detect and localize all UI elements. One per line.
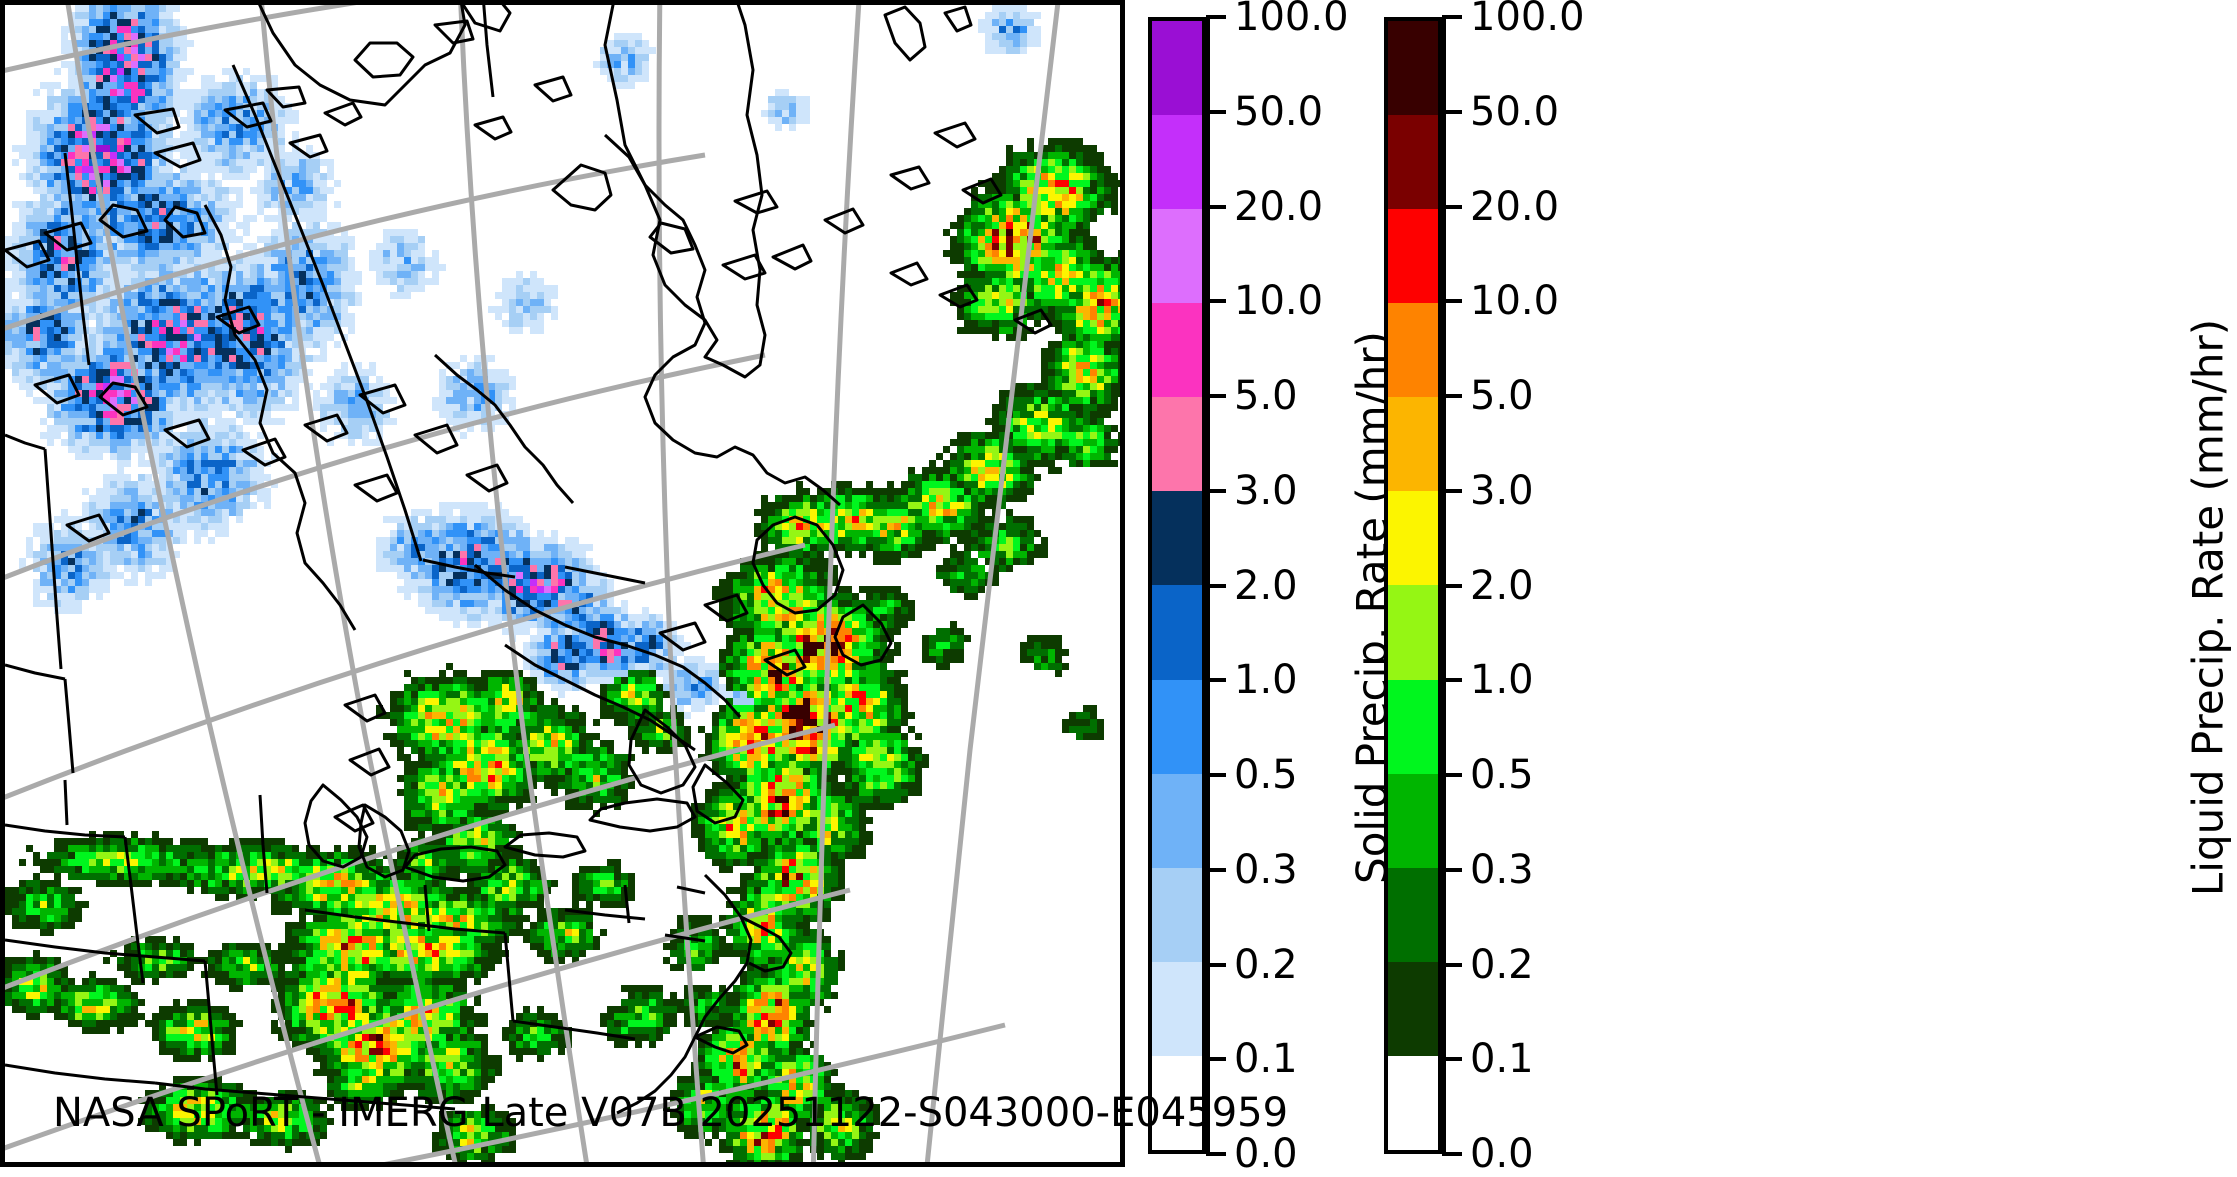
solid-color-band xyxy=(1152,774,1202,868)
solid-tick-label: 50.0 xyxy=(1234,92,1323,132)
liquid-tick-mark xyxy=(1442,773,1462,777)
solid-tick-label: 0.1 xyxy=(1234,1039,1298,1079)
solid-tick-mark xyxy=(1206,868,1226,872)
liquid-tick-label: 50.0 xyxy=(1470,92,1559,132)
liquid-tick-mark xyxy=(1442,394,1462,398)
liquid-tick-mark xyxy=(1442,110,1462,114)
solid-tick-mark xyxy=(1206,394,1226,398)
liquid-color-band xyxy=(1388,585,1438,679)
solid-color-band xyxy=(1152,491,1202,585)
solid-tick-label: 1.0 xyxy=(1234,660,1298,700)
liquid-tick-label: 5.0 xyxy=(1470,376,1534,416)
solid-tick-mark xyxy=(1206,678,1226,682)
solid-tick-label: 0.0 xyxy=(1234,1134,1298,1174)
liquid-tick-mark xyxy=(1442,205,1462,209)
map-graphics xyxy=(5,5,1120,1162)
liquid-color-band xyxy=(1388,209,1438,303)
liquid-tick-label: 10.0 xyxy=(1470,281,1559,321)
map-canvas xyxy=(5,5,1120,1162)
solid-color-band xyxy=(1152,115,1202,209)
solid-tick-mark xyxy=(1206,205,1226,209)
solid-tick-label: 100.0 xyxy=(1234,0,1349,37)
solid-color-band xyxy=(1152,868,1202,962)
solid-colorbar-bands xyxy=(1148,17,1206,1154)
liquid-tick-label: 0.2 xyxy=(1470,945,1534,985)
solid-tick-label: 10.0 xyxy=(1234,281,1323,321)
liquid-tick-mark xyxy=(1442,1152,1462,1156)
solid-tick-mark xyxy=(1206,15,1226,19)
liquid-tick-mark xyxy=(1442,963,1462,967)
liquid-color-band xyxy=(1388,868,1438,962)
liquid-tick-label: 0.0 xyxy=(1470,1134,1534,1174)
solid-tick-mark xyxy=(1206,299,1226,303)
map-panel: NASA SPoRT - IMERG Late V07B 20251122-S0… xyxy=(0,0,1125,1167)
solid-tick-mark xyxy=(1206,584,1226,588)
solid-color-band xyxy=(1152,209,1202,303)
liquid-color-band xyxy=(1388,680,1438,774)
liquid-tick-label: 100.0 xyxy=(1470,0,1585,37)
liquid-tick-mark xyxy=(1442,868,1462,872)
solid-color-band xyxy=(1152,303,1202,397)
liquid-color-band xyxy=(1388,21,1438,115)
liquid-color-band xyxy=(1388,303,1438,397)
solid-tick-mark xyxy=(1206,110,1226,114)
liquid-color-band xyxy=(1388,491,1438,585)
solid-tick-label: 20.0 xyxy=(1234,187,1323,227)
liquid-tick-mark xyxy=(1442,299,1462,303)
liquid-tick-label: 1.0 xyxy=(1470,660,1534,700)
solid-tick-mark xyxy=(1206,1057,1226,1061)
liquid-tick-label: 20.0 xyxy=(1470,187,1559,227)
liquid-tick-label: 0.1 xyxy=(1470,1039,1534,1079)
solid-tick-label: 0.3 xyxy=(1234,850,1298,890)
liquid-color-band xyxy=(1388,397,1438,491)
solid-color-band xyxy=(1152,21,1202,115)
solid-color-band xyxy=(1152,585,1202,679)
liquid-tick-mark xyxy=(1442,1057,1462,1061)
liquid-color-band xyxy=(1388,115,1438,209)
liquid-tick-mark xyxy=(1442,584,1462,588)
solid-tick-label: 2.0 xyxy=(1234,566,1298,606)
liquid-tick-mark xyxy=(1442,15,1462,19)
liquid-color-band xyxy=(1388,1056,1438,1150)
liquid-tick-mark xyxy=(1442,678,1462,682)
liquid-color-band xyxy=(1388,774,1438,868)
liquid-tick-label: 2.0 xyxy=(1470,566,1534,606)
solid-tick-label: 0.5 xyxy=(1234,755,1298,795)
solid-color-band xyxy=(1152,962,1202,1056)
liquid-tick-label: 0.3 xyxy=(1470,850,1534,890)
solid-tick-mark xyxy=(1206,773,1226,777)
liquid-color-band xyxy=(1388,962,1438,1056)
liquid-colorbar-title: Liquid Precip. Rate (mm/hr) xyxy=(2184,319,2233,896)
solid-tick-mark xyxy=(1206,963,1226,967)
liquid-tick-label: 3.0 xyxy=(1470,471,1534,511)
solid-tick-label: 5.0 xyxy=(1234,376,1298,416)
credit-annotation: NASA SPoRT - IMERG Late V07B 20251122-S0… xyxy=(53,1090,1288,1136)
solid-tick-mark xyxy=(1206,1152,1226,1156)
liquid-colorbar-bands xyxy=(1384,17,1442,1154)
solid-color-band xyxy=(1152,680,1202,774)
solid-tick-mark xyxy=(1206,489,1226,493)
solid-tick-label: 0.2 xyxy=(1234,945,1298,985)
liquid-tick-label: 0.5 xyxy=(1470,755,1534,795)
solid-tick-label: 3.0 xyxy=(1234,471,1298,511)
solid-color-band xyxy=(1152,397,1202,491)
liquid-tick-mark xyxy=(1442,489,1462,493)
